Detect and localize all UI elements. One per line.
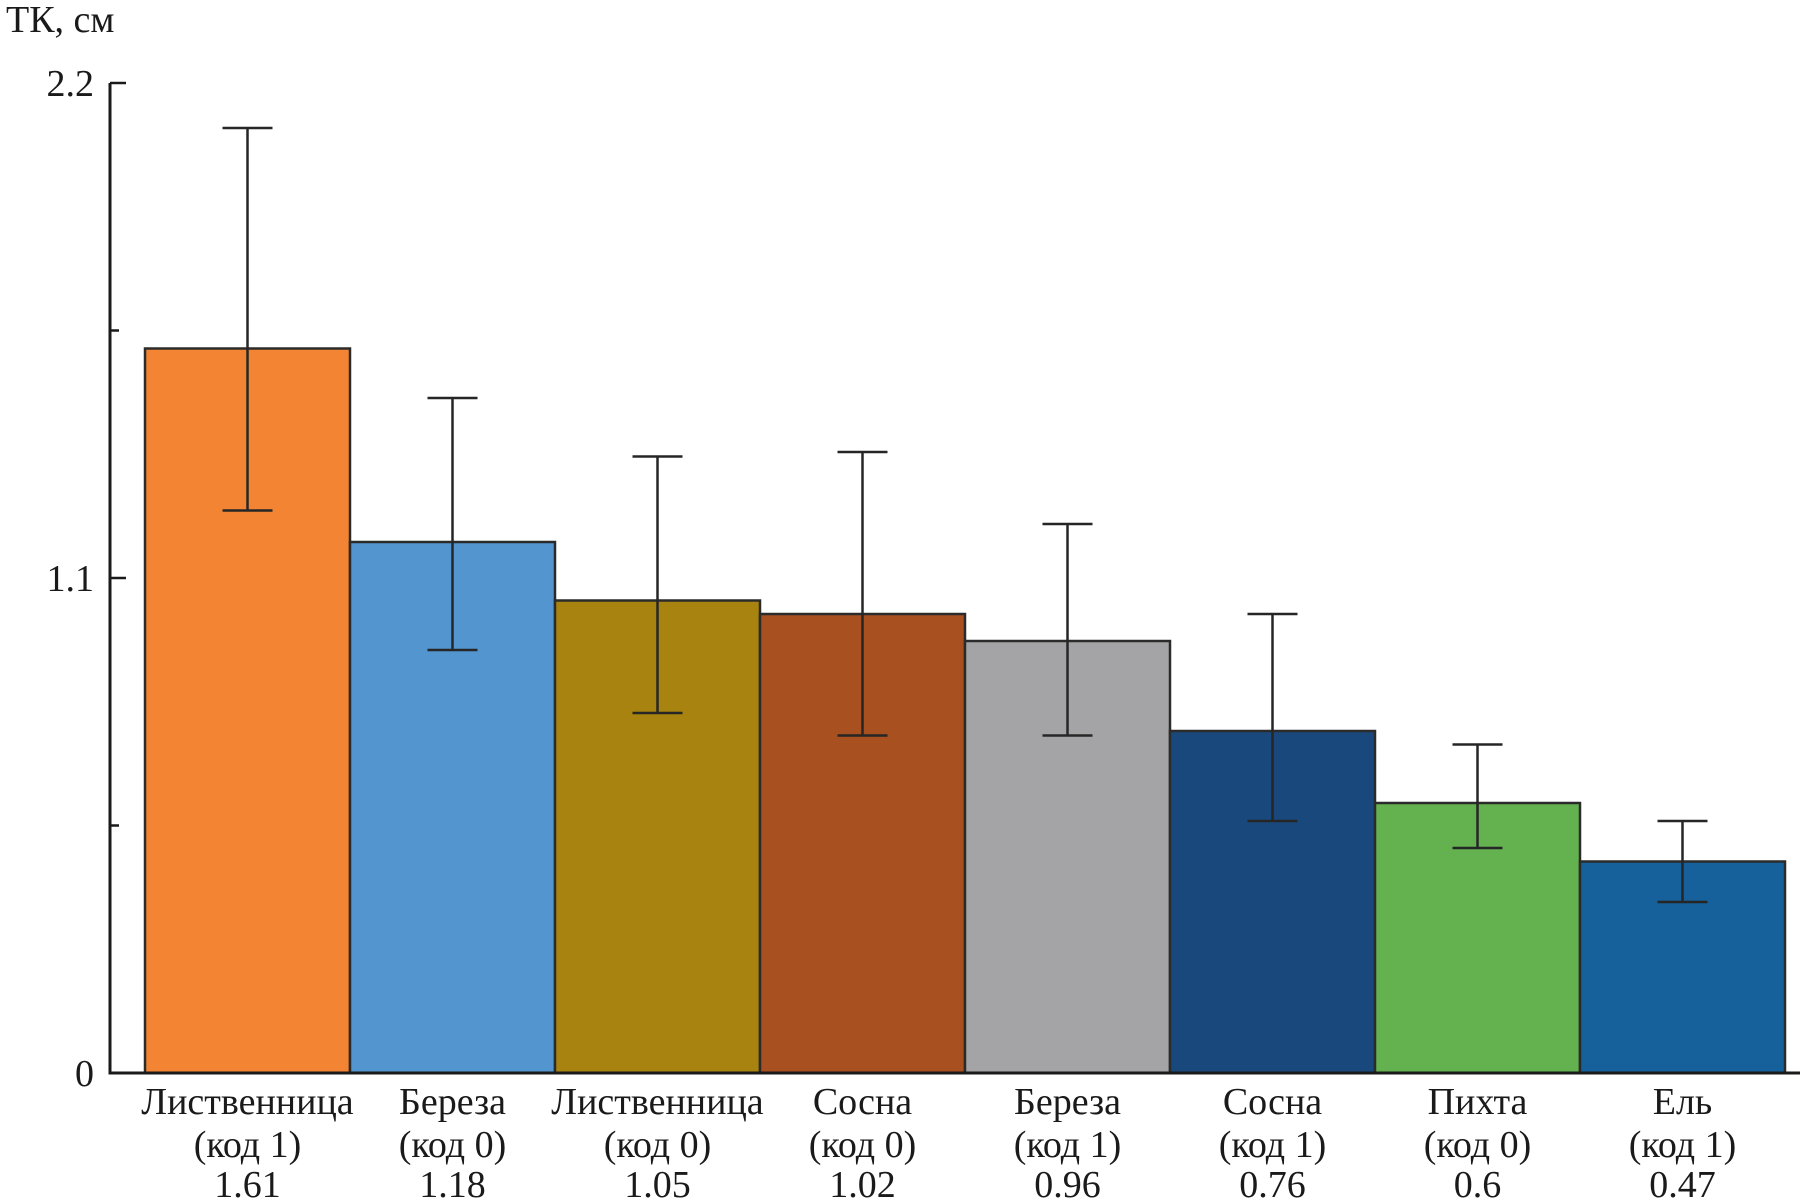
bar-label-code: (код 1) [1219, 1124, 1327, 1166]
y-axis-tick-label: 1.1 [47, 558, 95, 600]
bar-label-value: 0.6 [1454, 1164, 1502, 1200]
bar-label-code: (код 1) [194, 1124, 302, 1166]
y-axis-title: ТК, см [6, 0, 114, 41]
bar-label-code: (код 0) [399, 1124, 507, 1166]
y-axis-tick-label: 2.2 [47, 63, 95, 105]
bar-label-value: 1.05 [624, 1164, 691, 1200]
bar-label-species: Береза [399, 1081, 506, 1123]
bar-label-value: 1.18 [419, 1164, 486, 1200]
bar-label-species: Береза [1014, 1081, 1121, 1123]
y-axis-tick-label: 0 [75, 1053, 94, 1095]
bar-label-species: Ель [1653, 1081, 1713, 1123]
bar-label-species: Лиственница [551, 1081, 764, 1123]
bar-label-species: Сосна [1223, 1081, 1322, 1123]
bar-label-species: Лиственница [141, 1081, 354, 1123]
bar-label-code: (код 1) [1014, 1124, 1122, 1166]
bar-label-value: 0.96 [1034, 1164, 1101, 1200]
bar-label-code: (код 0) [604, 1124, 712, 1166]
bar-label-species: Сосна [813, 1081, 912, 1123]
bar-label-code: (код 0) [1424, 1124, 1532, 1166]
bar-label-value: 1.02 [829, 1164, 896, 1200]
bar-label-value: 1.61 [214, 1164, 281, 1200]
bar-label-code: (код 1) [1629, 1124, 1737, 1166]
bar-label-value: 0.76 [1239, 1164, 1306, 1200]
bar-label-species: Пихта [1428, 1081, 1528, 1123]
bar-label-code: (код 0) [809, 1124, 917, 1166]
bar-label-value: 0.47 [1649, 1164, 1716, 1200]
